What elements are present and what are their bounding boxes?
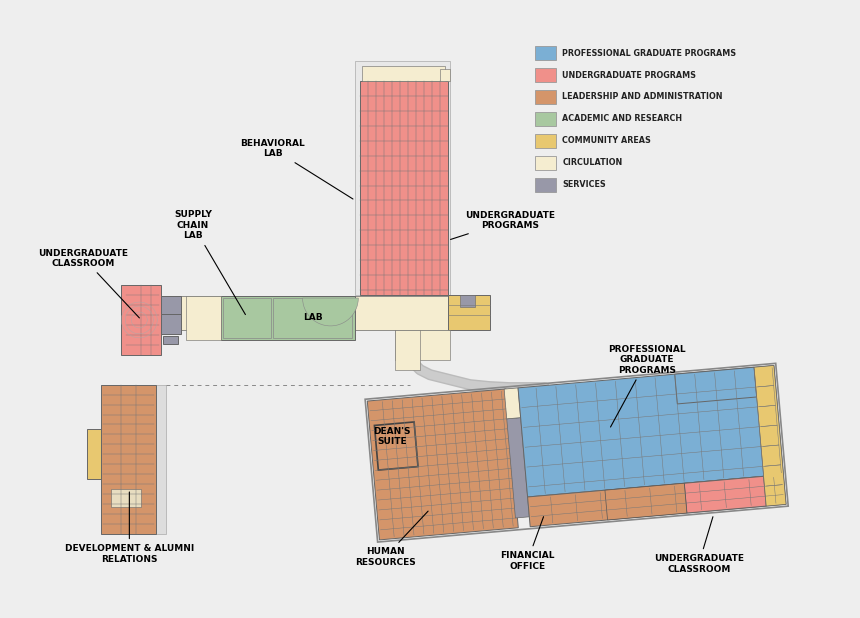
Text: UNDERGRADUATE
PROGRAMS: UNDERGRADUATE PROGRAMS [451, 211, 555, 239]
Polygon shape [507, 418, 529, 518]
Polygon shape [395, 330, 450, 360]
Bar [535, 46, 556, 60]
Bar [535, 68, 556, 82]
Text: LEADERSHIP AND ADMINISTRATION: LEADERSHIP AND ADMINISTRATION [562, 93, 723, 101]
Polygon shape [221, 296, 355, 340]
Bar [186, 296, 221, 340]
Polygon shape [504, 388, 520, 419]
Polygon shape [685, 476, 766, 513]
Text: ACADEMIC AND RESEARCH: ACADEMIC AND RESEARCH [562, 114, 683, 124]
Text: SERVICES: SERVICES [562, 180, 606, 189]
Text: UNDERGRADUATE PROGRAMS: UNDERGRADUATE PROGRAMS [562, 70, 697, 80]
Polygon shape [101, 384, 157, 534]
Text: PROFESSIONAL
GRADUATE
PROGRAMS: PROFESSIONAL GRADUATE PROGRAMS [608, 345, 685, 427]
Polygon shape [157, 384, 166, 534]
Polygon shape [273, 298, 353, 338]
Polygon shape [360, 81, 448, 295]
Text: LAB: LAB [303, 313, 322, 323]
Bar [535, 133, 556, 148]
Text: UNDERGRADUATE
CLASSROOM: UNDERGRADUATE CLASSROOM [654, 517, 744, 574]
Bar [535, 112, 556, 126]
Bar [161, 314, 181, 334]
Bar [535, 90, 556, 104]
Polygon shape [754, 365, 786, 506]
Polygon shape [223, 298, 271, 338]
Text: SUPPLY
CHAIN
LAB: SUPPLY CHAIN LAB [174, 211, 245, 315]
Bar [112, 489, 141, 507]
Polygon shape [141, 296, 450, 330]
Bar [161, 296, 181, 314]
Text: UNDERGRADUATE
CLASSROOM: UNDERGRADUATE CLASSROOM [39, 248, 139, 318]
Text: COMMUNITY AREAS: COMMUNITY AREAS [562, 136, 651, 145]
Polygon shape [675, 367, 757, 404]
Polygon shape [87, 430, 101, 479]
Bar [460, 295, 475, 307]
Text: FINANCIAL
OFFICE: FINANCIAL OFFICE [501, 517, 555, 570]
Text: CIRCULATION: CIRCULATION [562, 158, 623, 167]
Polygon shape [518, 365, 783, 497]
Polygon shape [605, 483, 687, 520]
Bar [362, 66, 445, 81]
Bar [163, 336, 178, 344]
Text: BEHAVIORAL
LAB: BEHAVIORAL LAB [240, 139, 353, 199]
Text: DEVELOPMENT & ALUMNI
RELATIONS: DEVELOPMENT & ALUMNI RELATIONS [64, 492, 194, 564]
Text: DEAN'S
SUITE: DEAN'S SUITE [373, 426, 411, 446]
Bar [440, 69, 450, 81]
Bar [535, 156, 556, 169]
Polygon shape [395, 330, 420, 370]
Polygon shape [527, 475, 786, 527]
Polygon shape [448, 295, 489, 330]
Polygon shape [367, 389, 519, 540]
Text: HUMAN
RESOURCES: HUMAN RESOURCES [355, 511, 428, 567]
Text: PROFESSIONAL GRADUATE PROGRAMS: PROFESSIONAL GRADUATE PROGRAMS [562, 49, 736, 57]
Bar [535, 177, 556, 192]
Polygon shape [303, 298, 359, 326]
Polygon shape [374, 422, 418, 470]
Polygon shape [121, 285, 161, 355]
Polygon shape [355, 61, 450, 295]
